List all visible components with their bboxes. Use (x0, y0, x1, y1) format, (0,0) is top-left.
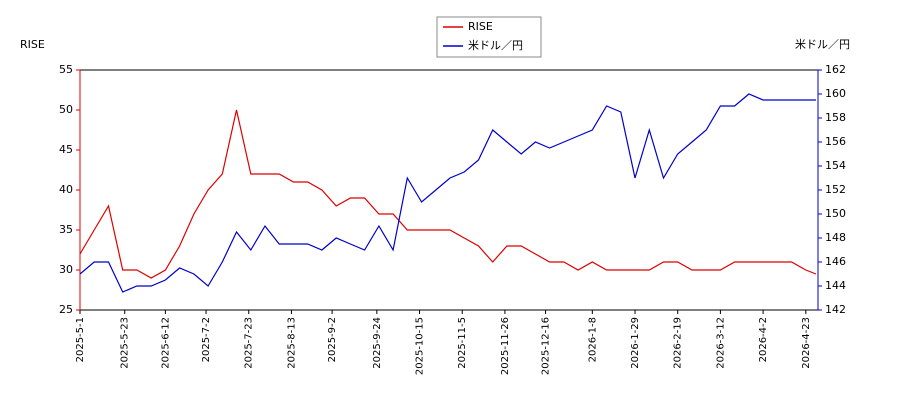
x-tick-label: 2026-1-29 (630, 317, 641, 369)
y-axis-label: RISE (20, 38, 45, 51)
legend-box (436, 16, 542, 58)
x-tick-label: 2025-5-1 (75, 317, 86, 362)
y-tick-label: 40 (59, 183, 73, 196)
y-tick-label: 30 (59, 263, 73, 276)
legend: RISE 米ドル／円 (436, 16, 542, 58)
y2-tick-label: 148 (825, 231, 846, 244)
y2-tick-label: 154 (825, 159, 846, 172)
y-tick-label: 45 (59, 143, 73, 156)
x-tick-label: 2025-7-2 (201, 317, 212, 362)
y-tick-label: 50 (59, 103, 73, 116)
x-tick-label: 2025-8-13 (286, 317, 297, 369)
y-tick-label: 55 (59, 63, 73, 76)
x-tick-label: 2025-7-23 (244, 317, 255, 369)
x-tick-label: 2026-4-2 (758, 317, 769, 362)
x-tick-label: 2025-10-15 (415, 317, 426, 375)
y2-tick-label: 160 (825, 87, 846, 100)
x-tick-label: 2025-11-26 (500, 317, 511, 375)
y2-axis-label: 米ドル／円 (795, 38, 850, 51)
legend-label: RISE (468, 20, 493, 33)
series-line (79, 109, 817, 279)
x-tick-label: 2026-4-23 (801, 317, 812, 369)
y2-tick-label: 162 (825, 63, 846, 76)
x-tick-label: 2025-11-5 (457, 317, 468, 369)
y2-tick-label: 152 (825, 183, 846, 196)
y-tick-label: 25 (59, 303, 73, 316)
x-tick-label: 2025-9-2 (327, 317, 338, 362)
y2-tick-label: 146 (825, 255, 846, 268)
x-tick-label: 2026-1-8 (587, 317, 598, 362)
x-tick-label: 2025-5-23 (120, 317, 131, 369)
legend-label: 米ドル／円 (468, 39, 523, 52)
x-tick-label: 2025-9-24 (372, 317, 383, 369)
y-tick-label: 35 (59, 223, 73, 236)
series-line (79, 93, 816, 293)
plot-frame (79, 69, 819, 311)
x-tick-label: 2026-2-19 (673, 317, 684, 369)
y2-tick-label: 156 (825, 135, 846, 148)
y2-tick-label: 142 (825, 303, 846, 316)
x-tick-label: 2026-3-12 (715, 317, 726, 369)
x-tick-label: 2025-6-12 (160, 317, 171, 369)
x-tick-label: 2025-12-16 (541, 317, 552, 375)
y2-tick-label: 144 (825, 279, 846, 292)
y2-tick-label: 150 (825, 207, 846, 220)
y2-tick-label: 158 (825, 111, 846, 124)
